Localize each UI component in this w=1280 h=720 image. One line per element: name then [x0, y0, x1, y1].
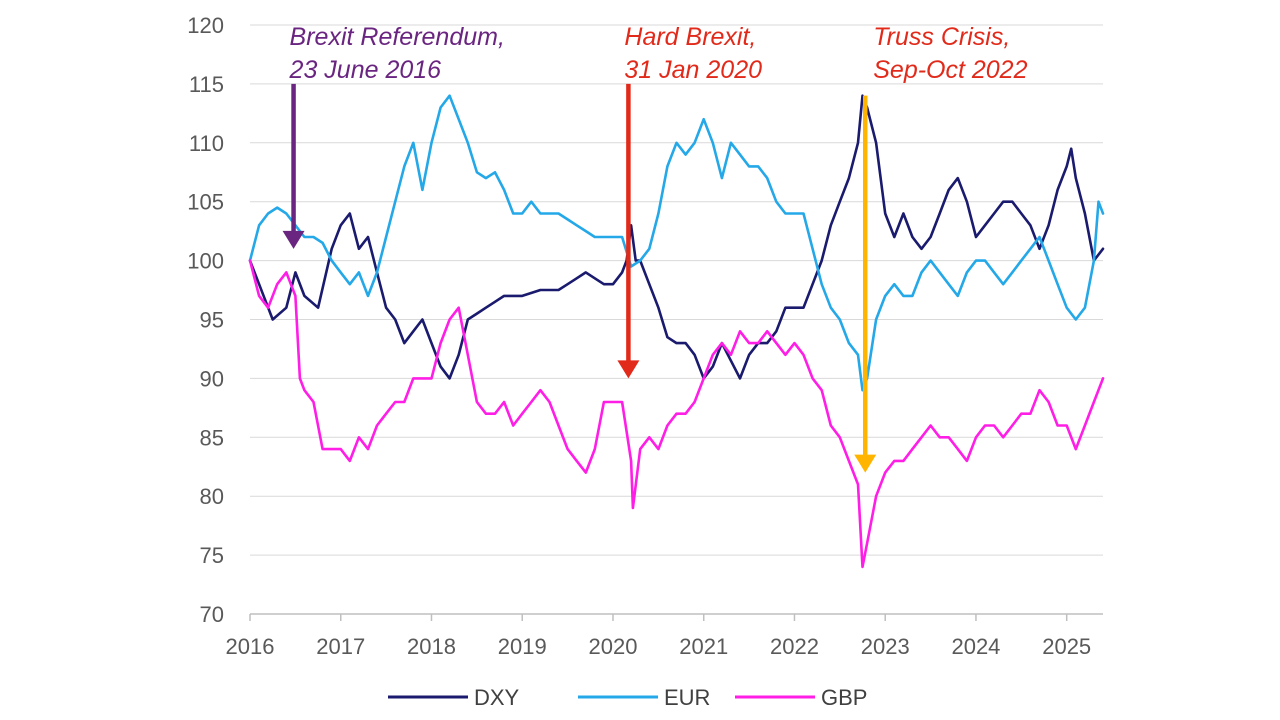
x-tick-label: 2017: [316, 634, 365, 659]
legend-label-eur: EUR: [664, 685, 710, 710]
x-tick-label: 2020: [589, 634, 638, 659]
y-tick-label: 105: [187, 190, 224, 215]
x-tick-label: 2021: [679, 634, 728, 659]
x-tick-label: 2022: [770, 634, 819, 659]
annotations: Brexit Referendum, 23 June 2016 Hard Brexi…: [282, 23, 1028, 473]
series-line-eur: [248, 94, 1105, 392]
series-line-dxy: [248, 94, 1105, 380]
annotation-label-line2: 23 June 2016: [289, 56, 442, 84]
x-tick-label: 2024: [951, 634, 1000, 659]
x-tick-label: 2019: [498, 634, 547, 659]
x-tick-label: 2018: [407, 634, 456, 659]
annotation-label-line1: Brexit Referendum,: [290, 23, 505, 51]
legend-label-dxy: DXY: [474, 685, 520, 710]
y-tick-label: 115: [189, 72, 224, 97]
x-tick-label: 2023: [861, 634, 910, 659]
series-line-gbp: [248, 259, 1105, 569]
annotation-label-line1: Hard Brexit,: [624, 23, 756, 51]
y-tick-label: 85: [200, 425, 224, 450]
y-tick-label: 95: [200, 308, 224, 333]
x-tick-label: 2025: [1042, 634, 1091, 659]
y-tick-label: 80: [200, 484, 224, 509]
x-tick-label: 2016: [226, 634, 275, 659]
annotation-label-line1: Truss Crisis,: [873, 23, 1010, 51]
axes: 70 75 80 85 90 95 100 105 110 115 120 2016 2017 2018 2…: [187, 13, 1103, 659]
legend: DXY EUR GBP: [388, 685, 867, 710]
annotation-label-line2: 31 Jan 2020: [624, 56, 762, 84]
y-tick-label: 100: [187, 249, 224, 274]
annotation-arrow-head: [617, 360, 640, 379]
legend-label-gbp: GBP: [821, 685, 867, 710]
series-lines: [248, 94, 1105, 569]
annotation-arrow-head: [282, 230, 305, 249]
y-tick-label: 120: [187, 13, 224, 38]
y-tick-label: 90: [200, 366, 224, 391]
y-tick-label: 70: [200, 602, 224, 627]
gridlines: [250, 24, 1103, 556]
annotation-arrow-head: [854, 454, 877, 473]
y-tick-label: 110: [189, 131, 224, 156]
y-tick-label: 75: [200, 543, 224, 568]
annotation-label-line2: Sep-Oct 2022: [873, 56, 1027, 84]
